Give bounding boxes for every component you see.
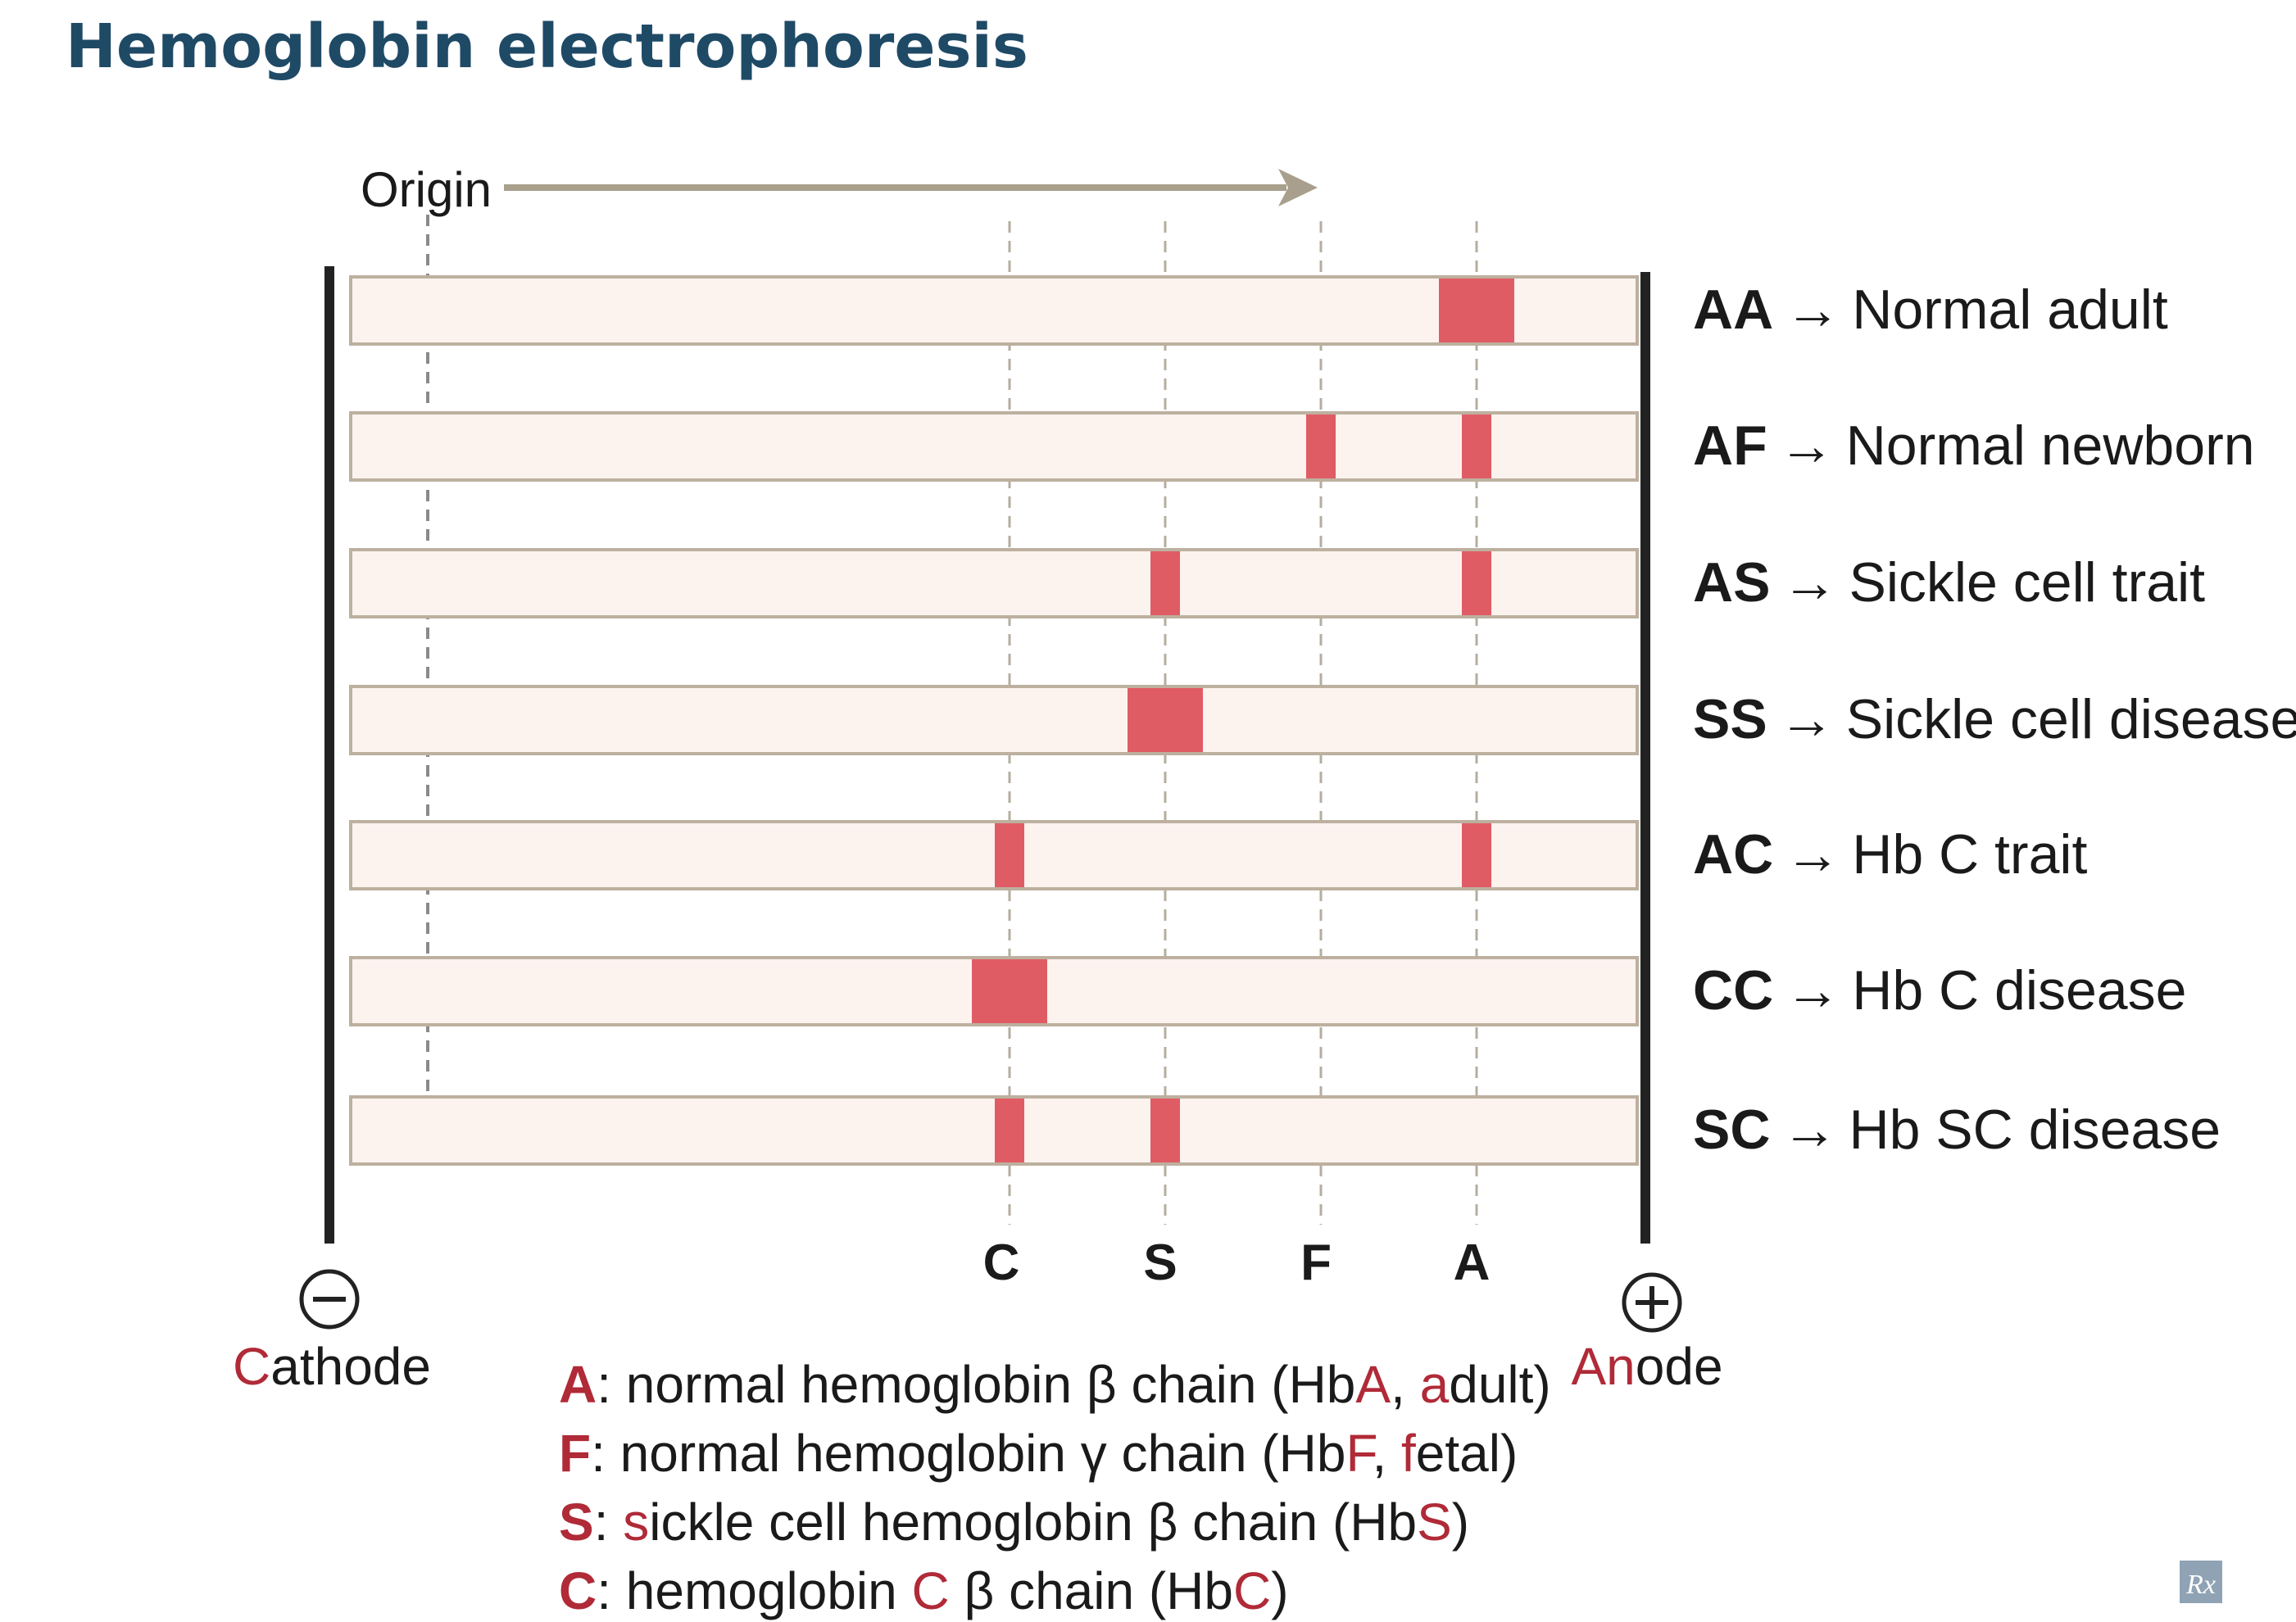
legend: A: normal hemoglobin β chain (HbA, adult… [559, 1355, 1551, 1620]
rx-logo: Rx [2180, 1561, 2222, 1603]
legend-text: a [1420, 1355, 1450, 1414]
lane-ac: AC → Hb C trait [349, 820, 2088, 890]
rx-logo-text: Rx [2185, 1570, 2216, 1600]
arrow: → [1781, 1099, 1837, 1161]
page-title: Hemoglobin electrophoresis [66, 11, 1028, 82]
lane-label: AA → Normal adult [1693, 279, 2168, 341]
phenotype: Hb C trait [1852, 823, 2087, 886]
arrow: → [1779, 688, 1835, 750]
lane-label: SS → Sickle cell disease [1693, 688, 2296, 750]
legend-text: A [1355, 1355, 1391, 1414]
lane-label: SC → Hb SC disease [1693, 1099, 2221, 1161]
migration-arrow [504, 169, 1318, 206]
phenotype: Normal adult [1852, 279, 2168, 341]
legend-text: F [1345, 1424, 1376, 1483]
lane-af: AF → Normal newborn [349, 411, 2255, 482]
band-a [1462, 551, 1491, 615]
phenotype: Sickle cell disease [1846, 688, 2296, 750]
lane-strip [349, 685, 1639, 755]
band-a [1439, 279, 1514, 342]
lane-label: AS → Sickle cell trait [1693, 551, 2205, 614]
legend-text: ickle cell hemoglobin β chain (Hb [649, 1493, 1417, 1552]
legend-key: F [559, 1424, 591, 1483]
phenotype: Hb C disease [1852, 959, 2186, 1022]
legend-text: s [623, 1493, 649, 1552]
arrow: → [1785, 823, 1840, 886]
cathode-symbol [299, 1269, 360, 1330]
genotype: SS [1693, 688, 1767, 750]
lane-ss: SS → Sickle cell disease [349, 685, 2296, 755]
genotype: CC [1693, 959, 1773, 1022]
cathode-label: Cathode [233, 1337, 431, 1396]
legend-text: C [1233, 1561, 1271, 1620]
marker-label-s: S [1143, 1235, 1177, 1291]
legend-text: f [1401, 1424, 1416, 1483]
genotype: AF [1693, 415, 1767, 477]
lane-label: AC → Hb C trait [1693, 823, 2088, 886]
legend-text: ) [1271, 1561, 1288, 1620]
anode-label: Anode [1571, 1337, 1722, 1396]
band-a [1462, 823, 1491, 887]
lane-label: CC → Hb C disease [1693, 959, 2186, 1022]
legend-row-f: F: normal hemoglobin γ chain (HbF, fetal… [559, 1424, 1518, 1483]
genotype: AC [1693, 823, 1773, 886]
phenotype: Sickle cell trait [1849, 551, 2205, 614]
lane-sc: SC → Hb SC disease [349, 1095, 2221, 1166]
genotype: AS [1693, 551, 1770, 614]
band-a [1462, 415, 1491, 478]
legend-text: : normal hemoglobin γ chain (Hb [591, 1424, 1345, 1483]
legend-text: etal) [1416, 1424, 1518, 1483]
origin-label: Origin [361, 162, 492, 217]
legend-text: : hemoglobin [597, 1561, 911, 1620]
legend-text: dult) [1449, 1355, 1551, 1414]
band-f [1306, 415, 1336, 478]
lane-strip [349, 820, 1639, 890]
marker-label-f: F [1300, 1235, 1332, 1291]
phenotype: Hb SC disease [1849, 1099, 2221, 1161]
arrow: → [1781, 551, 1837, 614]
lane-strip [349, 1095, 1639, 1166]
lane-strip [349, 548, 1639, 618]
legend-text: : [594, 1493, 624, 1552]
legend-text: , [1391, 1355, 1420, 1414]
legend-text: β chain (Hb [950, 1561, 1233, 1620]
marker-labels: C S F A [983, 1235, 1491, 1291]
lane-as: AS → Sickle cell trait [349, 548, 2205, 618]
lane-cc: CC → Hb C disease [349, 956, 2186, 1026]
legend-key: S [559, 1493, 594, 1552]
genotype: SC [1693, 1099, 1770, 1161]
legend-key: C [559, 1561, 597, 1620]
legend-key: A [559, 1355, 597, 1414]
arrow: → [1785, 279, 1840, 341]
lane-label: AF → Normal newborn [1693, 415, 2255, 477]
legend-row-c: C: hemoglobin C β chain (HbC) [559, 1561, 1289, 1620]
phenotype: Normal newborn [1846, 415, 2255, 477]
legend-text: ) [1452, 1493, 1469, 1552]
genotype: AA [1693, 279, 1773, 341]
legend-row-s: S: sickle cell hemoglobin β chain (HbS) [559, 1493, 1469, 1552]
band-c [972, 959, 1047, 1023]
lane-strip [349, 275, 1639, 346]
band-s [1150, 551, 1180, 615]
legend-text: , [1372, 1424, 1401, 1483]
legend-text: : normal hemoglobin β chain (Hb [597, 1355, 1355, 1414]
arrow: → [1785, 959, 1840, 1022]
legend-text: S [1417, 1493, 1452, 1552]
marker-label-a: A [1454, 1235, 1491, 1291]
lane-aa: AA → Normal adult [349, 275, 2168, 346]
band-s [1128, 688, 1203, 752]
legend-text: C [911, 1561, 949, 1620]
marker-label-c: C [983, 1235, 1020, 1291]
anode-symbol [1622, 1272, 1682, 1333]
band-c [995, 1099, 1024, 1162]
arrow: → [1779, 415, 1835, 477]
lane-strip [349, 411, 1639, 482]
legend-row-a: A: normal hemoglobin β chain (HbA, adult… [559, 1355, 1551, 1414]
band-c [995, 823, 1024, 887]
band-s [1150, 1099, 1180, 1162]
